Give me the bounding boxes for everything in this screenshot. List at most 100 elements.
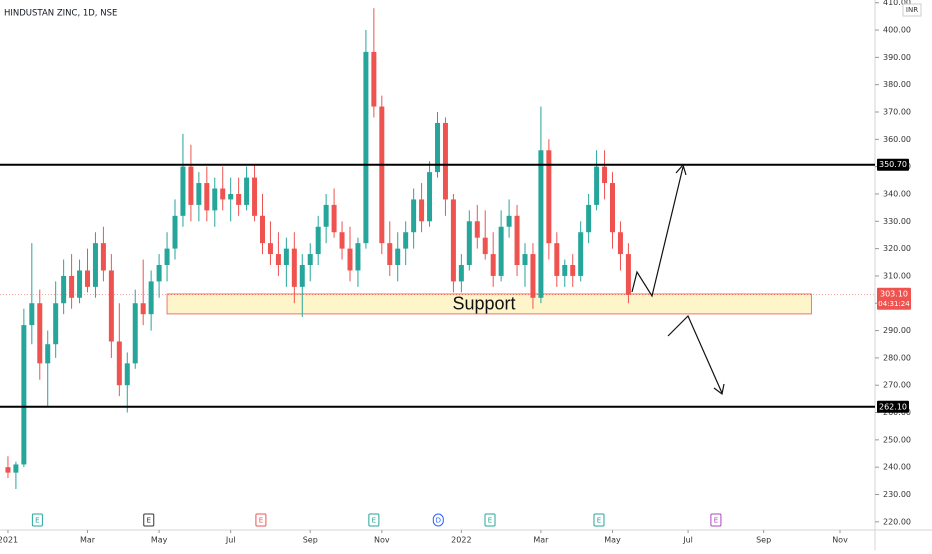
- candle-body: [450, 199, 456, 282]
- y-tick-label: 380.00: [883, 80, 911, 89]
- candle-body: [228, 193, 234, 200]
- event-label: E: [488, 517, 492, 525]
- chart-title: HINDUSTAN ZINC, 1D, NSE: [4, 9, 117, 19]
- y-tick-label: 390.00: [883, 53, 911, 62]
- y-tick-label: 410.00: [883, 0, 911, 7]
- y-tick-label: 320.00: [883, 244, 911, 253]
- candle-body: [610, 183, 615, 233]
- x-tick-label: Sep: [756, 536, 771, 545]
- candle-body: [307, 254, 313, 265]
- x-tick-label: Jul: [225, 536, 236, 545]
- candle-body: [220, 188, 226, 200]
- down-arrow: [667, 314, 725, 396]
- candle-body: [363, 51, 369, 244]
- event-marker: [484, 513, 496, 527]
- candle-body: [435, 122, 440, 173]
- candle-body: [140, 303, 146, 315]
- event-label: D: [436, 517, 441, 525]
- x-tick-label: Mar: [80, 536, 96, 545]
- candle-body: [244, 177, 250, 205]
- candle-body: [53, 303, 59, 345]
- candle-body: [212, 188, 218, 211]
- candle-body: [29, 303, 35, 326]
- candle-body: [61, 275, 67, 304]
- candle-body: [315, 226, 321, 255]
- candle-body: [546, 150, 552, 244]
- candle-body: [196, 183, 202, 205]
- candle-body: [411, 199, 417, 233]
- candle-body: [474, 221, 480, 238]
- support-zone: [166, 293, 812, 315]
- event-label: E: [147, 517, 151, 525]
- x-tick-label: 2021: [0, 536, 18, 545]
- candle-body: [132, 303, 138, 364]
- currency: INR: [906, 6, 918, 14]
- x-tick-label: May: [604, 536, 621, 545]
- candle-body: [387, 243, 393, 265]
- candle-body: [490, 254, 496, 276]
- last-price-tag: [877, 287, 911, 310]
- y-tick-label: 230.00: [883, 490, 911, 499]
- candle-body: [148, 281, 154, 315]
- candle-body: [45, 344, 51, 364]
- candle-body: [323, 204, 329, 227]
- candle-body: [5, 467, 11, 473]
- zone-label: Support: [452, 294, 515, 314]
- candle-body: [291, 248, 297, 287]
- candle-body: [578, 232, 584, 276]
- event-marker: [143, 513, 155, 527]
- candle-body: [204, 183, 210, 211]
- candle-body: [602, 166, 608, 184]
- candle-body: [570, 265, 576, 276]
- candle-body: [275, 254, 281, 265]
- candle-body: [458, 265, 464, 282]
- candle-body: [625, 254, 631, 295]
- candle-body: [339, 232, 345, 249]
- x-tick-label: Mar: [533, 536, 549, 545]
- event-marker: [710, 513, 722, 527]
- candle-body: [466, 221, 472, 265]
- candle-body: [299, 265, 305, 287]
- level-label: 262.10: [879, 402, 907, 411]
- candle-body: [371, 51, 377, 107]
- candle-body: [283, 248, 289, 265]
- candle-body: [482, 237, 488, 255]
- event-marker: [255, 513, 267, 527]
- candle-body: [92, 243, 98, 287]
- candle-body: [156, 265, 162, 282]
- candle-body: [13, 464, 19, 473]
- y-tick-label: 340.00: [883, 189, 911, 198]
- event-marker: [432, 513, 444, 527]
- up-arrow: [631, 163, 687, 298]
- candle-body: [442, 122, 448, 200]
- candle-body: [172, 215, 178, 249]
- x-tick-label: 2022: [451, 536, 471, 545]
- candle-body: [236, 193, 242, 205]
- candle-body: [419, 199, 425, 222]
- level-label: 350.70: [879, 160, 907, 169]
- candle-body: [538, 150, 544, 298]
- candle-body: [554, 243, 560, 276]
- currency-box: [902, 3, 922, 17]
- event-label: E: [597, 517, 601, 525]
- candle-body: [355, 243, 361, 271]
- level-tag: [877, 400, 909, 413]
- level-tag: [877, 158, 909, 171]
- y-tick-label: 310.00: [883, 271, 911, 280]
- y-tick-label: 250.00: [883, 435, 911, 444]
- event-label: E: [35, 517, 39, 525]
- x-tick-label: Nov: [374, 536, 390, 545]
- candle-body: [69, 275, 75, 298]
- candle-body: [267, 243, 273, 255]
- candle-body: [331, 204, 337, 233]
- event-marker: [593, 513, 605, 527]
- candle-body: [108, 270, 114, 342]
- candle-body: [562, 265, 568, 276]
- candle-body: [37, 303, 43, 364]
- candle-body: [188, 166, 194, 205]
- y-tick-label: 220.00: [883, 517, 911, 526]
- event-label: E: [714, 517, 718, 525]
- candle-body: [85, 270, 90, 287]
- x-tick-label: Sep: [303, 536, 318, 545]
